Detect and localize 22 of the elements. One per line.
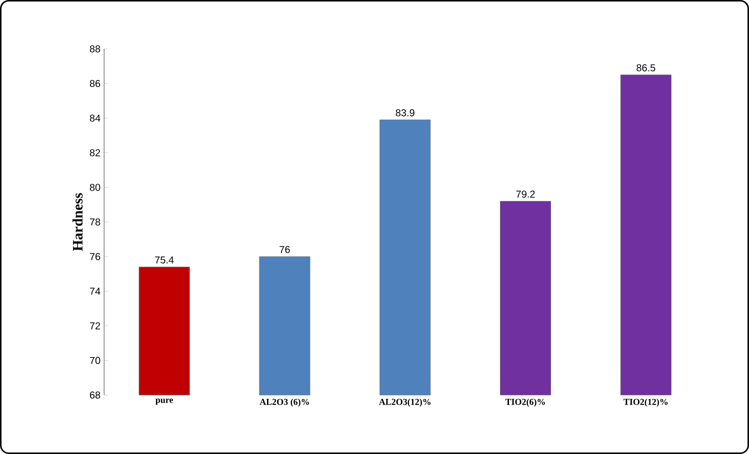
y-tick-label: 80 bbox=[90, 184, 100, 191]
y-tick-label: 76 bbox=[90, 253, 100, 260]
data-label: 86.5 bbox=[636, 64, 656, 72]
y-tick-label: 70 bbox=[90, 356, 100, 364]
data-label: 76 bbox=[280, 246, 290, 254]
x-tick-label: pure bbox=[156, 398, 173, 405]
y-tick-label: 84 bbox=[90, 114, 100, 122]
data-label: 75.4 bbox=[155, 256, 174, 264]
y-tick-label: 86 bbox=[90, 80, 100, 88]
y-tick-label: 78 bbox=[90, 218, 100, 226]
x-tick-label: AL2O3(12)% bbox=[378, 398, 430, 407]
x-tick-label: TIO2(12)% bbox=[624, 398, 668, 407]
y-tick-label: 88 bbox=[90, 45, 100, 52]
y-tick-label: 68 bbox=[90, 392, 100, 399]
data-label: 79.2 bbox=[516, 190, 535, 198]
data-label: 83.9 bbox=[396, 109, 414, 116]
y-tick-label: 82 bbox=[90, 149, 100, 156]
y-axis-title: Hardness bbox=[72, 193, 83, 251]
x-tick-label: AL2O3 (6)% bbox=[260, 398, 309, 407]
y-tick-label: 74 bbox=[90, 288, 100, 295]
y-tick-label: 72 bbox=[90, 322, 100, 330]
x-tick-label: TIO2(6)% bbox=[505, 398, 545, 407]
